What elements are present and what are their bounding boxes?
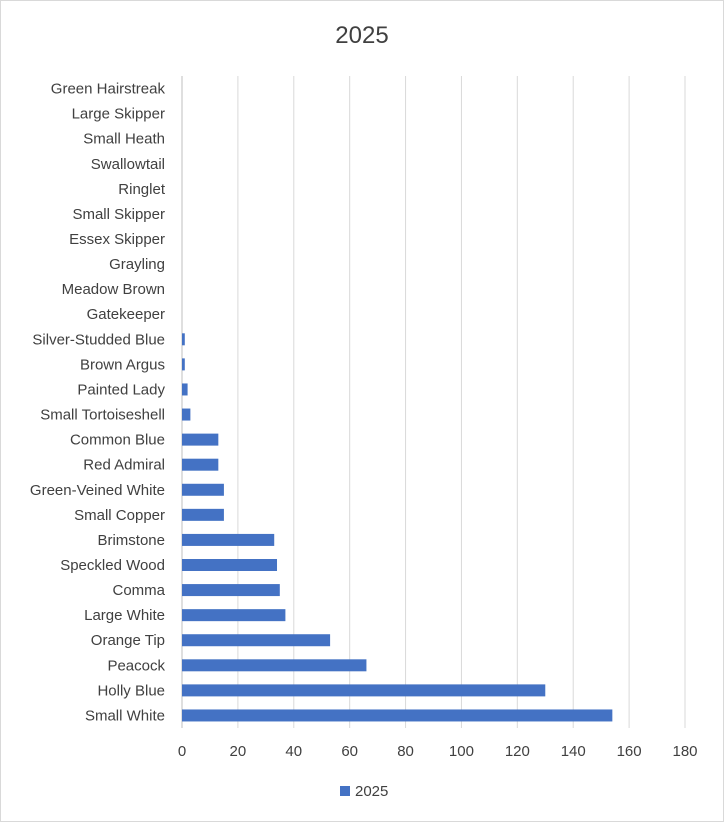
category-label: Small Tortoiseshell xyxy=(40,407,165,424)
x-tick-label: 80 xyxy=(397,743,414,760)
category-label: Painted Lady xyxy=(77,381,165,398)
category-label: Orange Tip xyxy=(91,632,165,649)
x-tick-labels: 0 20 40 60 80 100 120 140 160 180 xyxy=(178,743,698,760)
x-tick-label: 140 xyxy=(561,743,586,760)
legend: 2025 xyxy=(340,783,388,800)
category-label: Speckled Wood xyxy=(60,557,165,574)
category-label: Brown Argus xyxy=(80,356,165,373)
category-label: Small White xyxy=(85,707,165,724)
bar xyxy=(182,458,219,471)
category-label: Grayling xyxy=(109,256,165,273)
legend-swatch xyxy=(340,786,350,796)
bar xyxy=(182,433,219,446)
category-label: Ringlet xyxy=(118,181,166,198)
category-label: Swallowtail xyxy=(91,156,165,173)
category-label: Peacock xyxy=(107,657,165,674)
category-label: Small Copper xyxy=(74,507,165,524)
category-label: Comma xyxy=(112,582,165,599)
bars xyxy=(182,333,613,722)
bar xyxy=(182,559,278,571)
category-label: Small Skipper xyxy=(72,206,165,223)
bar xyxy=(182,659,367,672)
bar xyxy=(182,383,188,396)
bar xyxy=(182,634,331,647)
x-tick-label: 180 xyxy=(672,743,697,760)
x-tick-label: 100 xyxy=(449,743,474,760)
grid-lines xyxy=(181,76,686,728)
category-label: Red Admiral xyxy=(83,457,165,474)
x-tick-label: 0 xyxy=(178,743,186,760)
category-label: Holly Blue xyxy=(97,682,165,699)
legend-label: 2025 xyxy=(355,783,388,800)
bar xyxy=(182,684,546,697)
bar xyxy=(182,483,224,496)
x-tick-label: 60 xyxy=(341,743,358,760)
category-label: Silver-Studded Blue xyxy=(32,331,165,348)
category-label: Meadow Brown xyxy=(62,281,165,298)
category-label: Common Blue xyxy=(70,432,165,449)
bar xyxy=(182,408,191,421)
category-label: Gatekeeper xyxy=(87,306,165,323)
category-label: Large Skipper xyxy=(72,106,165,123)
category-label: Brimstone xyxy=(97,532,165,549)
bar xyxy=(182,533,275,546)
category-label: Green Hairstreak xyxy=(51,81,166,98)
x-tick-label: 20 xyxy=(230,743,247,760)
category-labels: Small White Holly Blue Peacock Orange Tip La… xyxy=(30,81,166,725)
x-tick-label: 160 xyxy=(617,743,642,760)
category-label: Large White xyxy=(84,607,165,624)
chart-title: 2025 xyxy=(335,22,388,49)
bar xyxy=(182,508,224,521)
bar xyxy=(182,584,280,597)
category-label: Small Heath xyxy=(83,131,165,148)
bar xyxy=(182,358,185,371)
category-label: Green-Veined White xyxy=(30,482,165,499)
x-tick-label: 120 xyxy=(505,743,530,760)
category-label: Essex Skipper xyxy=(69,231,165,248)
bar xyxy=(182,609,286,622)
x-tick-label: 40 xyxy=(285,743,302,760)
bar xyxy=(182,709,613,722)
bar xyxy=(182,333,185,346)
